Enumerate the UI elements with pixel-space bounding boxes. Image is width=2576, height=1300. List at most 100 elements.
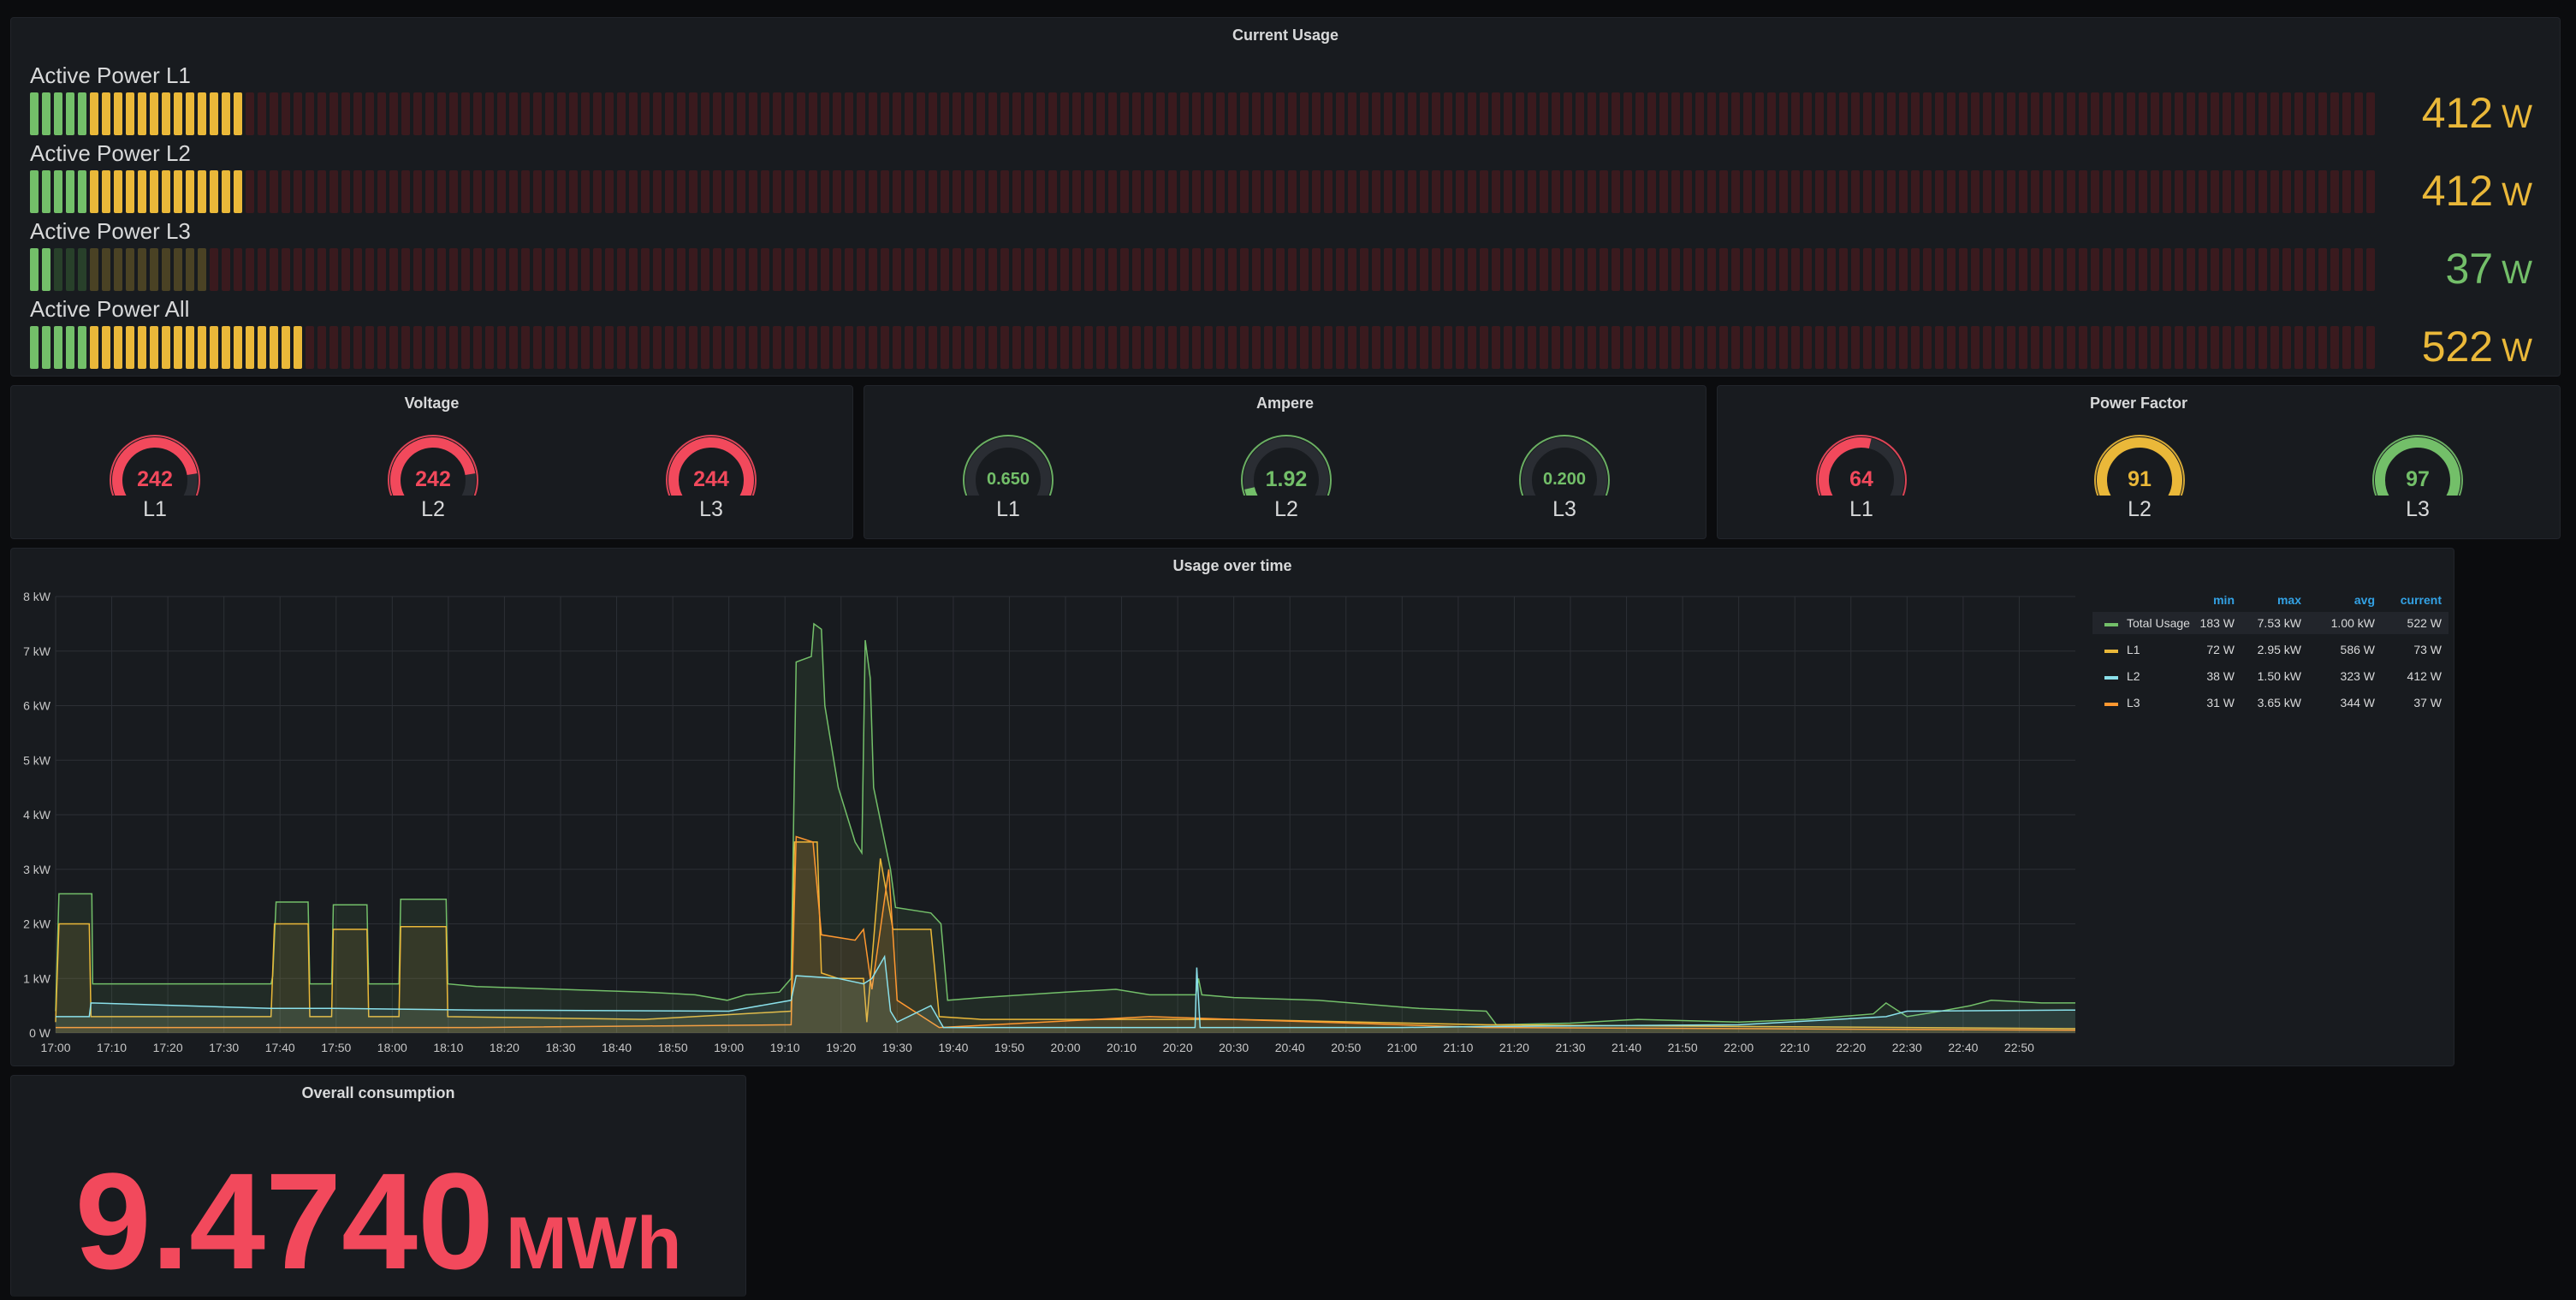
gauge-arc: [1816, 435, 1907, 496]
bar-gauge-unit: W: [2502, 99, 2532, 135]
gauge-label: L2: [421, 497, 445, 521]
gauge-label: L1: [1849, 497, 1873, 521]
gauge-arc: [1519, 435, 1610, 496]
x-tick-label: 19:40: [938, 1041, 968, 1054]
gauge-label: L2: [1274, 497, 1298, 521]
overall-consumption-unit: MWh: [506, 1202, 682, 1285]
gauge-value: 242: [415, 467, 451, 491]
gauge-value-arc: [390, 437, 476, 496]
gauge-l1: 0.650 L1: [923, 427, 1094, 538]
bar-gauge-value: 412 W: [2422, 166, 2532, 216]
x-tick-label: 21:10: [1443, 1041, 1473, 1054]
x-tick-label: 17:20: [153, 1041, 183, 1054]
x-tick-label: 22:50: [2004, 1041, 2034, 1054]
gauge-threshold-ring: [388, 435, 478, 496]
usage-chart[interactable]: 0 W 1 kW 2 kW 3 kW 4 kW 5 kW 6 kW 7 kW 8 kW 17:00…: [11, 549, 2454, 1066]
x-tick-label: 20:00: [1050, 1041, 1080, 1054]
x-tick-label: 17:00: [40, 1041, 70, 1054]
y-tick-label: 6 kW: [23, 699, 51, 713]
y-tick-label: 7 kW: [23, 644, 51, 658]
gauge-label: L2: [2128, 497, 2152, 521]
gauge-track: [1522, 437, 1607, 496]
bar-gauge-track: [30, 326, 2390, 369]
gauge-threshold-ring: [1816, 435, 1907, 496]
gauge-threshold-ring: [2372, 435, 2463, 496]
y-tick-label: 3 kW: [23, 863, 51, 876]
series-line-l3: [56, 835, 2076, 1031]
legend-stat-value: 522 W: [2407, 616, 2442, 630]
bar-gauge-number: 522: [2421, 323, 2494, 371]
gauge-value-arc: [2097, 437, 2182, 496]
panel-title: Power Factor: [2089, 395, 2188, 412]
gauge-l2: 242 L2: [347, 427, 519, 538]
x-tick-label: 21:30: [1555, 1041, 1585, 1054]
gauge-l2: 91 L2: [2054, 427, 2225, 538]
gauge-value: 244: [693, 467, 729, 491]
gauge-l1: 242 L1: [69, 427, 240, 538]
gauge-value: 97: [2406, 467, 2430, 491]
gauge-l2: 1.92 L2: [1201, 427, 1372, 538]
bar-gauge-row: Active Power L1 412 W: [30, 62, 2541, 139]
y-tick-label: 0 W: [29, 1026, 51, 1040]
legend-series-name: L3: [2127, 696, 2140, 709]
legend-stat-value: 1.00 kW: [2331, 616, 2376, 630]
ampere-panel: Ampere 0.650 L1 1.92 L2 0.200 L3: [864, 385, 1706, 539]
legend-swatch: [2104, 676, 2118, 680]
bar-gauge-track: [30, 170, 2390, 213]
gauge-value-arc: [1244, 486, 1258, 496]
gauge-value: 91: [2128, 467, 2152, 491]
legend-column-header: min: [2213, 593, 2235, 607]
bar-gauge-track: [30, 92, 2390, 135]
y-tick-label: 1 kW: [23, 971, 51, 985]
gauge-arc: [1241, 435, 1332, 496]
x-tick-label: 22:20: [1836, 1041, 1866, 1054]
gauge-value: 0.200: [1542, 470, 1587, 489]
series-area-total-usage: [56, 623, 2075, 1033]
gauge-label: L3: [1552, 497, 1576, 521]
x-tick-label: 19:50: [994, 1041, 1024, 1054]
gauge-track: [1243, 437, 1329, 496]
bar-gauge-unit: W: [2502, 177, 2532, 213]
overall-consumption-value: 9.4740: [74, 1144, 495, 1297]
legend-series-name: L2: [2127, 669, 2140, 683]
bar-gauge-label: Active Power L1: [30, 62, 191, 88]
bar-gauge-value: 522 W: [2422, 322, 2532, 371]
gauge-l3: 0.200 L3: [1479, 427, 1650, 538]
legend-stat-value: 72 W: [2206, 643, 2235, 656]
legend-stat-value: 7.53 kW: [2258, 616, 2302, 630]
x-tick-label: 21:20: [1499, 1041, 1529, 1054]
gauge-threshold-ring: [963, 435, 1054, 496]
current-usage-panel: Current Usage Active Power L1 412 W Active …: [10, 17, 2561, 377]
bar-gauge-unit: W: [2502, 255, 2532, 291]
gauge-arc: [2094, 435, 2185, 496]
legend-swatch: [2104, 623, 2118, 626]
gauge-value: 242: [137, 467, 173, 491]
legend-row-highlight: [2092, 612, 2448, 634]
x-tick-label: 18:10: [433, 1041, 463, 1054]
legend-stat-value: 73 W: [2413, 643, 2442, 656]
gauge-value-arc: [112, 437, 198, 496]
x-tick-label: 21:40: [1611, 1041, 1641, 1054]
bar-gauge-label: Active Power All: [30, 296, 190, 322]
gauge-threshold-ring: [666, 435, 757, 496]
legend-column-header: max: [2277, 593, 2301, 607]
legend-stat-value: 323 W: [2341, 669, 2376, 683]
x-tick-label: 20:20: [1163, 1041, 1193, 1054]
x-tick-label: 22:30: [1892, 1041, 1922, 1054]
bar-gauge-number: 412: [2421, 167, 2494, 215]
overall-consumption-stat: 9.4740 MWh: [11, 1143, 745, 1300]
legend-stat-value: 1.50 kW: [2258, 669, 2302, 683]
panel-title: Overall consumption: [301, 1084, 455, 1101]
legend-stat-value: 2.95 kW: [2258, 643, 2302, 656]
x-tick-label: 18:50: [658, 1041, 688, 1054]
legend-stat-value: 183 W: [2200, 616, 2235, 630]
series-line-total-usage: [55, 622, 2075, 1026]
gauge-threshold-ring: [2094, 435, 2185, 496]
gauge-value: 1.92: [1265, 467, 1308, 491]
legend-stat-value: 3.65 kW: [2258, 696, 2302, 709]
legend-swatch: [2104, 703, 2118, 706]
legend-stat-value: 344 W: [2341, 696, 2376, 709]
bar-gauge-label: Active Power L3: [30, 218, 191, 244]
series-line-l1: [55, 841, 2076, 1030]
series-area-l2: [56, 956, 2075, 1033]
